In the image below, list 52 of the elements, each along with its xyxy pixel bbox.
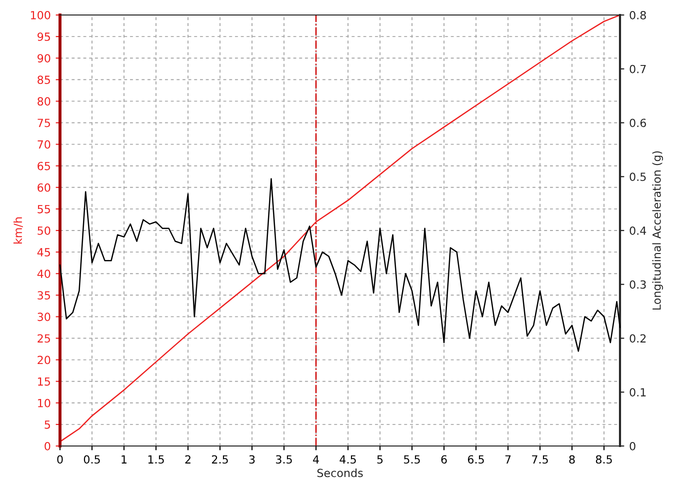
y-tick-label: 50 [38,226,50,235]
x-tick-label: 0 [57,455,63,464]
x-tick-label: 2 [185,455,190,464]
y2-tick-label: 0.2 [630,334,646,343]
x-tick-label: 5 [377,455,383,464]
y2-tick-label: 0.8 [630,10,646,20]
y-tick-label: 80 [38,97,50,106]
y2-tick-label: 0.6 [630,118,646,128]
x-tick-label: 1.5 [148,455,164,464]
y2-tick-label: 0.1 [630,388,646,397]
x-tick-label: 4.5 [340,455,356,464]
y-tick-label: 10 [38,398,50,408]
y2-tick-label: 0 [630,442,636,450]
y-tick-label: 25 [38,334,50,343]
x-tick-label: 3.5 [276,455,292,464]
x-tick-label: 4 [313,455,319,464]
x-tick-label: 8 [569,455,575,464]
y-tick-label: 20 [38,356,50,364]
x-axis-title: Seconds [317,468,363,478]
y-tick-label: 35 [38,291,50,300]
y-tick-label: 100 [30,10,50,20]
y-tick-label: 75 [38,118,50,128]
x-tick-label: 3 [249,455,255,464]
y2-tick-label: 0.5 [630,172,646,182]
y-tick-label: 0 [44,442,50,450]
y-axis-title: km/h [13,217,23,244]
x-tick-label: 2.5 [212,455,228,464]
x-tick-label: 6 [441,455,447,464]
y-tick-label: 95 [38,32,50,41]
x-tick-label: 0.5 [84,455,100,464]
y-tick-label: 60 [38,183,50,192]
y-tick-label: 85 [38,76,50,84]
y2-axis-title: Longitudinal Acceleration (g) [652,151,664,310]
x-tick-label: 1 [122,455,127,464]
y-tick-label: 30 [38,312,50,322]
line-series [59,178,621,352]
x-tick-label: 8.5 [596,455,612,464]
y2-tick-label: 0.4 [630,226,646,235]
y2-tick-label: 0.7 [630,64,646,74]
y-tick-label: 90 [38,54,50,62]
y-tick-label: 15 [38,377,50,386]
x-tick-label: 7.5 [532,455,548,464]
y-tick-label: 45 [37,248,50,256]
y2-tick-label: 0.3 [630,280,646,289]
x-tick-label: 5.5 [404,455,420,464]
y-tick-label: 40 [37,270,50,278]
y-tick-label: 55 [38,205,50,214]
x-tick-label: 7 [505,455,511,464]
y-tick-label: 70 [38,140,50,149]
x-tick-label: 6.5 [468,455,484,464]
y-tick-label: 65 [38,162,50,170]
y-tick-label: 5 [44,420,50,429]
